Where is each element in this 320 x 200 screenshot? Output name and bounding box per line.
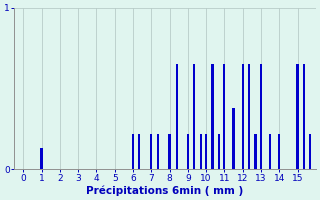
Bar — [193, 64, 195, 169]
Bar — [248, 64, 250, 169]
Bar — [269, 134, 271, 169]
Bar — [223, 64, 226, 169]
Bar — [200, 134, 202, 169]
Bar — [260, 64, 262, 169]
Bar — [176, 64, 178, 169]
X-axis label: Précipitations 6min ( mm ): Précipitations 6min ( mm ) — [86, 185, 244, 196]
Bar — [303, 64, 305, 169]
Bar — [218, 134, 220, 169]
Bar — [309, 134, 311, 169]
Bar — [132, 134, 134, 169]
Bar — [205, 134, 207, 169]
Bar — [254, 134, 257, 169]
Bar — [232, 108, 235, 169]
Bar — [150, 134, 152, 169]
Bar — [278, 134, 280, 169]
Bar — [156, 134, 159, 169]
Bar — [40, 148, 43, 169]
Bar — [212, 64, 214, 169]
Bar — [242, 64, 244, 169]
Bar — [138, 134, 140, 169]
Bar — [296, 64, 299, 169]
Bar — [168, 134, 171, 169]
Bar — [187, 134, 189, 169]
